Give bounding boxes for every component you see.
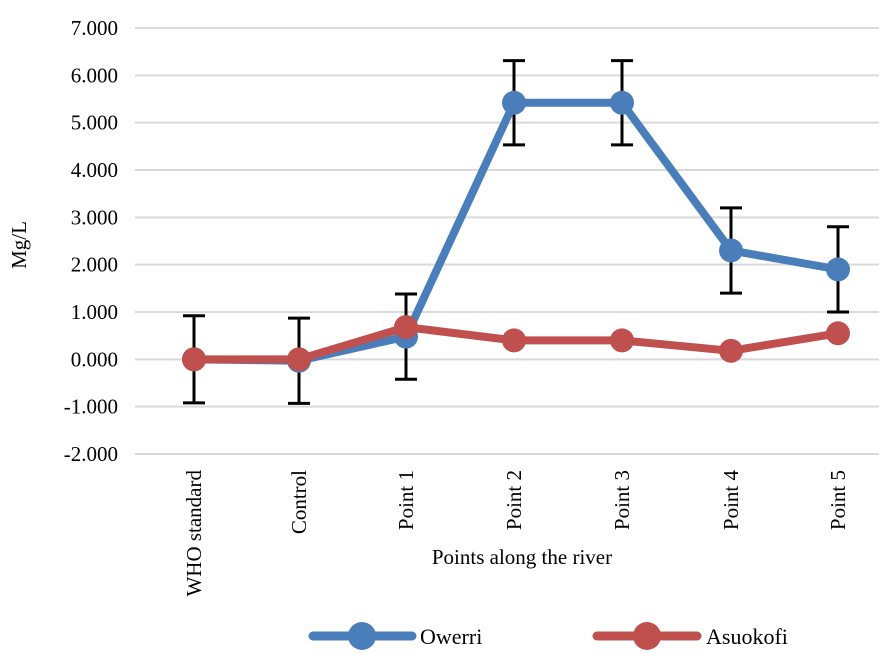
gridlines: [135, 27, 879, 455]
legend-label: Owerri: [420, 624, 482, 649]
y-tick-label: 7.000: [71, 16, 118, 40]
data-point: [287, 347, 311, 372]
data-point: [394, 315, 418, 340]
data-point: [826, 257, 850, 282]
series-line: [190, 98, 842, 365]
x-tick-label: WHO standard: [182, 470, 206, 597]
x-tick-label: Control: [287, 470, 311, 534]
x-tick-label: Point 2: [502, 470, 526, 530]
data-point: [182, 347, 206, 372]
legend-item-owerri: Owerri: [308, 622, 482, 650]
data-point: [826, 321, 850, 346]
legend-swatch-marker: [633, 622, 661, 650]
legend-swatch-marker: [348, 622, 376, 650]
x-tick-label: Point 3: [610, 470, 634, 530]
data-point: [610, 328, 634, 353]
y-tick-label: 5.000: [71, 111, 118, 135]
x-tick-label: Point 1: [394, 470, 418, 530]
x-axis-title: Points along the river: [432, 545, 612, 569]
x-tick-label: Point 5: [826, 470, 850, 530]
y-tick-label: 1.000: [71, 300, 118, 324]
y-tick-label: 3.000: [71, 205, 118, 229]
y-tick-label: 0.000: [71, 347, 118, 371]
data-point: [719, 338, 743, 363]
y-tick-labels: -2.000 -1.000 0.000 1.000 2.000 3.000 4.000 5.0…: [64, 16, 118, 466]
data-point: [502, 328, 526, 353]
data-point: [610, 90, 634, 115]
legend-label: Asuokofi: [706, 624, 788, 649]
data-point: [502, 90, 526, 115]
legend-item-asuokofi: Asuokofi: [592, 622, 788, 650]
data-point: [719, 238, 743, 263]
y-tick-label: 2.000: [71, 253, 118, 277]
y-tick-label: -1.000: [64, 395, 118, 419]
x-tick-label: Point 4: [719, 470, 743, 531]
x-tick-labels: WHO standard Control Point 1 Point 2 Point 3…: [182, 470, 850, 597]
series: [182, 59, 850, 405]
y-axis-title: Mg/L: [7, 221, 31, 269]
y-tick-label: -2.000: [64, 442, 118, 466]
legend: Owerri Asuokofi: [308, 622, 788, 650]
series-line-asuokofi: [182, 315, 850, 372]
y-tick-label: 6.000: [71, 63, 118, 87]
y-tick-label: 4.000: [71, 158, 118, 182]
